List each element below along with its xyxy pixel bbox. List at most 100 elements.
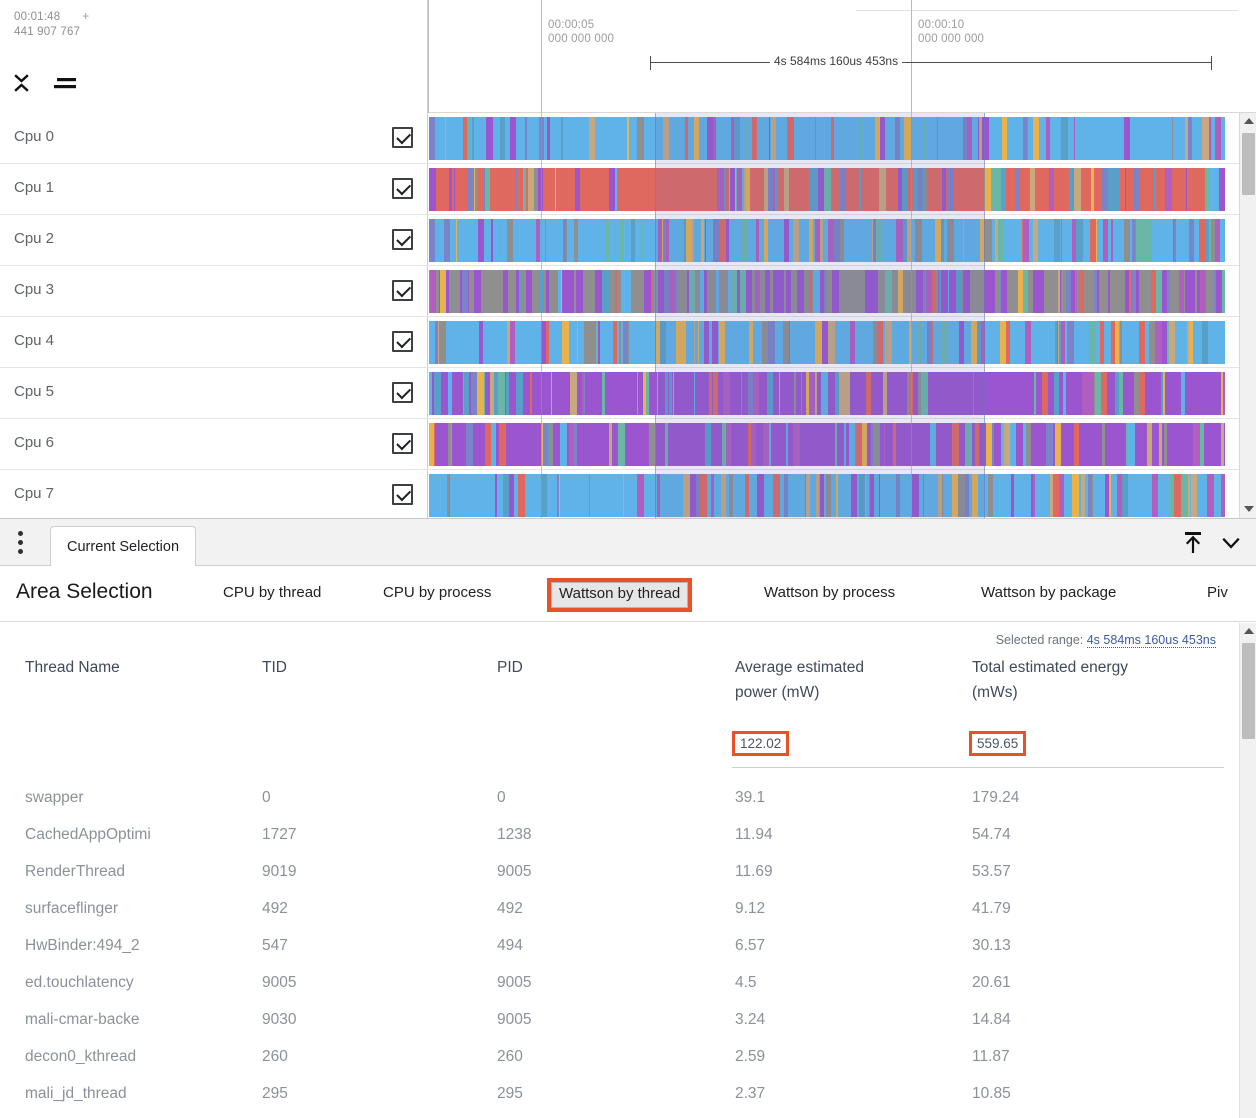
track-slice[interactable] — [654, 168, 655, 211]
track-slice[interactable] — [1101, 372, 1107, 415]
track-slice[interactable] — [644, 270, 651, 313]
track-slice[interactable] — [556, 219, 563, 262]
track-slice[interactable] — [784, 219, 789, 262]
track-slice[interactable] — [737, 372, 741, 415]
track-slice[interactable] — [1154, 168, 1156, 211]
track-slice[interactable] — [609, 423, 612, 466]
track-slice[interactable] — [1188, 219, 1189, 262]
track-slice[interactable] — [1079, 270, 1084, 313]
track-slice[interactable] — [438, 321, 439, 364]
track-slice[interactable] — [538, 117, 539, 160]
track-slice[interactable] — [923, 474, 924, 517]
track-slice[interactable] — [975, 168, 979, 211]
track-slice[interactable] — [1211, 219, 1215, 262]
track-slice[interactable] — [897, 270, 898, 313]
track-slice[interactable] — [1124, 117, 1130, 160]
track-slice[interactable] — [504, 168, 510, 211]
track-slice[interactable] — [995, 270, 1000, 313]
track-slice[interactable] — [726, 474, 727, 517]
track-slice[interactable] — [771, 423, 775, 466]
track-slice[interactable] — [764, 219, 768, 262]
track-slice[interactable] — [1185, 372, 1192, 415]
track-slice[interactable] — [1092, 474, 1093, 517]
track-slice[interactable] — [486, 474, 489, 517]
track-slice[interactable] — [1218, 372, 1219, 415]
track-slice[interactable] — [1079, 423, 1083, 466]
track-slice[interactable] — [768, 168, 773, 211]
track-slice[interactable] — [833, 474, 836, 517]
track-slice[interactable] — [1047, 168, 1049, 211]
track-slice[interactable] — [609, 474, 613, 517]
track-slice[interactable] — [1167, 423, 1174, 466]
collapse-expand-icon[interactable] — [12, 72, 32, 94]
track-slice[interactable] — [735, 168, 736, 211]
track-slice[interactable] — [984, 168, 987, 211]
track-slice[interactable] — [684, 168, 690, 211]
track-slice[interactable] — [730, 372, 737, 415]
track-slice[interactable] — [720, 423, 722, 466]
track-slice[interactable] — [1152, 474, 1158, 517]
track-slice[interactable] — [898, 270, 903, 313]
track-slice[interactable] — [815, 321, 822, 364]
track-slice[interactable] — [846, 168, 852, 211]
track-slice[interactable] — [702, 372, 709, 415]
track-slice[interactable] — [1214, 474, 1215, 517]
track-slice[interactable] — [586, 168, 591, 211]
track-slice[interactable] — [560, 372, 565, 415]
track-slice[interactable] — [571, 321, 577, 364]
track-slice[interactable] — [1173, 117, 1174, 160]
track-slice[interactable] — [932, 474, 933, 517]
track-slice[interactable] — [989, 117, 995, 160]
track-slice[interactable] — [1120, 219, 1122, 262]
track-slice[interactable] — [716, 270, 719, 313]
track-slice[interactable] — [548, 168, 555, 211]
track-slice[interactable] — [855, 423, 862, 466]
track-slice[interactable] — [540, 474, 541, 517]
track-slice[interactable] — [866, 372, 871, 415]
track-slice[interactable] — [1176, 219, 1181, 262]
chevron-down-icon[interactable] — [1220, 532, 1242, 554]
track-slice[interactable] — [631, 270, 633, 313]
track-slice[interactable] — [1115, 321, 1119, 364]
track-slice[interactable] — [1061, 117, 1068, 160]
track-slice[interactable] — [997, 372, 1001, 415]
track-slice[interactable] — [516, 372, 523, 415]
track-slice[interactable] — [771, 117, 776, 160]
track-slice[interactable] — [959, 321, 964, 364]
track-slice[interactable] — [485, 372, 490, 415]
track-slice[interactable] — [483, 321, 487, 364]
track-slice[interactable] — [1200, 270, 1206, 313]
track-slice[interactable] — [1097, 219, 1103, 262]
track-slice[interactable] — [712, 372, 713, 415]
track-slice[interactable] — [770, 117, 771, 160]
track-slice[interactable] — [621, 117, 627, 160]
track-slice[interactable] — [1019, 219, 1022, 262]
track-slice[interactable] — [1026, 474, 1031, 517]
track-slices[interactable] — [429, 168, 1225, 211]
track-slice[interactable] — [865, 270, 871, 313]
track-slice[interactable] — [859, 117, 862, 160]
track-slice[interactable] — [442, 117, 445, 160]
track-slice[interactable] — [1061, 321, 1065, 364]
track-slice[interactable] — [745, 474, 749, 517]
track-slice[interactable] — [729, 168, 730, 211]
track-slice[interactable] — [866, 474, 869, 517]
track-slice[interactable] — [763, 423, 769, 466]
track-slice[interactable] — [499, 423, 506, 466]
track-slice[interactable] — [952, 321, 959, 364]
tab-current-selection[interactable]: Current Selection — [50, 526, 197, 566]
track-slice[interactable] — [526, 321, 531, 364]
track-slice[interactable] — [885, 423, 887, 466]
track-slice[interactable] — [1130, 117, 1135, 160]
track-slice[interactable] — [908, 270, 911, 313]
track-slice[interactable] — [615, 270, 617, 313]
track-slice[interactable] — [1059, 321, 1061, 364]
track-slice[interactable] — [1165, 168, 1172, 211]
track-row[interactable]: Cpu 3 — [0, 266, 1256, 317]
track-slice[interactable] — [669, 270, 674, 313]
track-slice[interactable] — [1177, 372, 1181, 415]
track-slice[interactable] — [1089, 321, 1096, 364]
track-slice[interactable] — [1143, 474, 1146, 517]
track-slice[interactable] — [1131, 372, 1134, 415]
track-slice[interactable] — [1134, 372, 1139, 415]
